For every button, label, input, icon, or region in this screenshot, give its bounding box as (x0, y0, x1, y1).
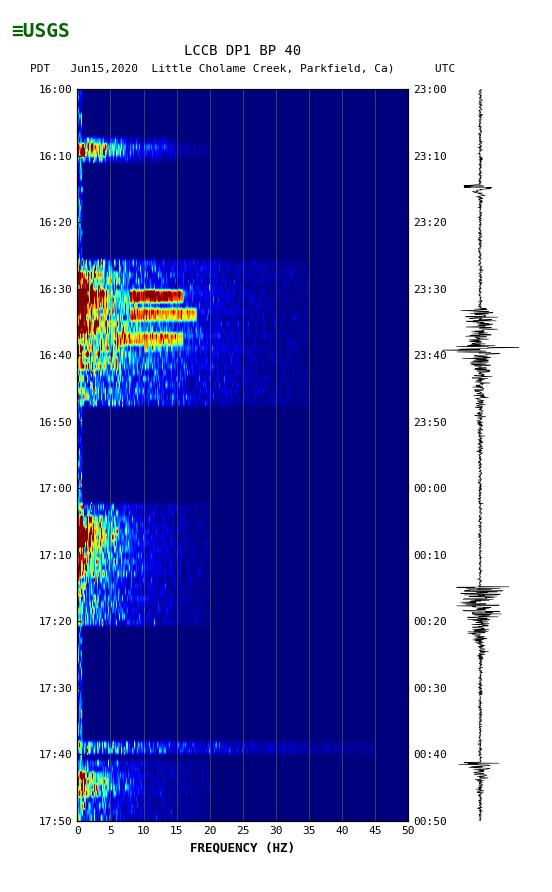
X-axis label: FREQUENCY (HZ): FREQUENCY (HZ) (190, 841, 295, 854)
Text: PDT   Jun15,2020  Little Cholame Creek, Parkfield, Ca)      UTC: PDT Jun15,2020 Little Cholame Creek, Par… (30, 63, 455, 73)
Text: ≡USGS: ≡USGS (11, 22, 70, 41)
Text: LCCB DP1 BP 40: LCCB DP1 BP 40 (184, 44, 301, 58)
